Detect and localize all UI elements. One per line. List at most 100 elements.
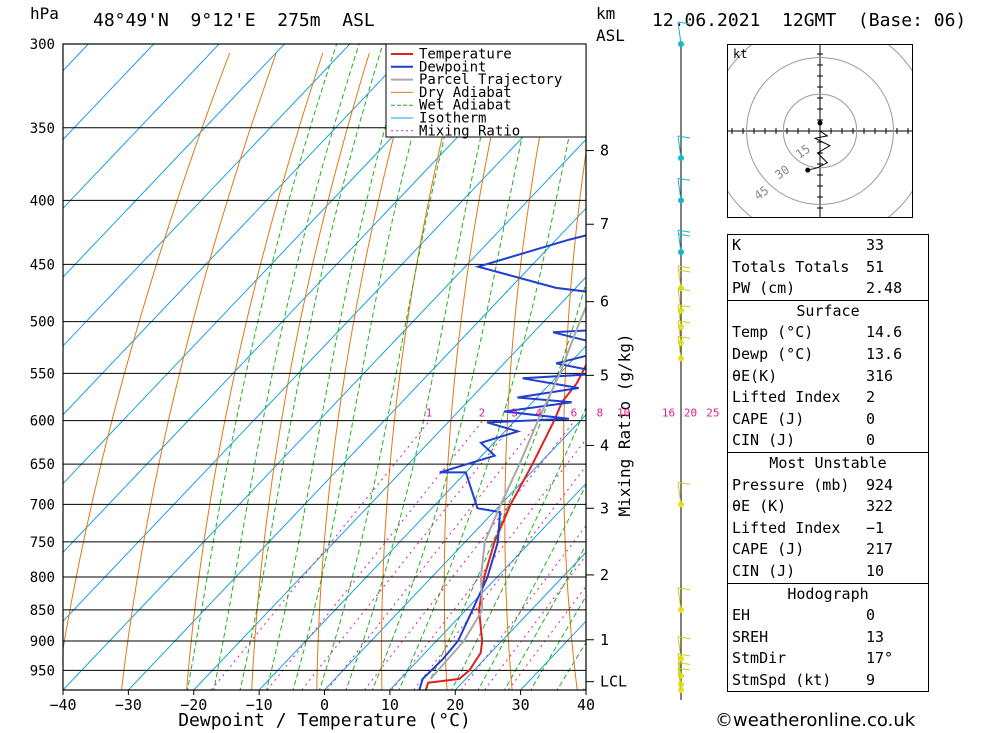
x-tick-label: 20 xyxy=(446,696,464,714)
dry-adiabat-line xyxy=(443,52,510,690)
wind-barb-flag xyxy=(677,667,691,671)
parcel-trajectory-line xyxy=(429,304,586,680)
dry-adiabat-line xyxy=(121,52,277,690)
index-label: Totals Totals xyxy=(732,257,850,276)
isotherm-line xyxy=(324,414,586,690)
legend-entry: Dry Adiabat xyxy=(419,85,512,101)
wind-barb xyxy=(677,265,682,289)
wind-barb-flag xyxy=(678,269,691,273)
wet-adiabat-line xyxy=(424,281,586,690)
hodograph-end-dot xyxy=(805,167,811,173)
legend-entry: Wet Adiabat xyxy=(419,98,512,114)
hodograph-start-dot xyxy=(817,120,823,126)
x-tick-label: 40 xyxy=(577,696,595,714)
wind-barb xyxy=(677,662,682,685)
isotherm-line xyxy=(63,44,481,485)
dry-adiabat-line xyxy=(316,52,417,690)
mixing-ratio-line xyxy=(210,420,431,690)
temperature-line xyxy=(424,362,586,690)
x-tick-label: 10 xyxy=(381,696,399,714)
index-row: Lifted Index 2 xyxy=(728,387,928,409)
height-tick-label: 8 xyxy=(600,142,609,160)
wind-barb xyxy=(677,636,682,659)
pressure-tick-label: 350 xyxy=(30,121,55,137)
hodograph-unit-label: kt xyxy=(733,47,747,61)
wind-barb-flag xyxy=(677,653,691,657)
legend-entry: Isotherm xyxy=(419,111,486,127)
surface-title: Surface xyxy=(728,299,928,323)
pressure-tick-label: 650 xyxy=(30,457,55,473)
wind-barb xyxy=(677,336,682,359)
hpa-unit-label: hPa xyxy=(30,4,59,23)
pressure-tick-label: 800 xyxy=(30,570,55,586)
mixing-ratio-label: 2 xyxy=(479,407,486,420)
index-label: CIN (J) xyxy=(732,561,796,580)
index-value: 10 xyxy=(866,561,885,580)
index-value: 0 xyxy=(866,431,876,450)
index-row: θE (K) 322 xyxy=(728,496,928,518)
hodograph-indices: EH 0 SREH 13 StmDir 17° StmSpd (kt) 9 xyxy=(728,605,928,691)
index-value: 322 xyxy=(866,497,894,516)
wind-barb-flag xyxy=(677,587,691,591)
height-tick-label: 6 xyxy=(600,293,609,311)
pressure-tick-label: 750 xyxy=(30,535,55,551)
index-label: θE(K) xyxy=(732,366,778,385)
index-row: StmDir 17° xyxy=(728,648,928,670)
hodograph-ring-label: 15 xyxy=(793,142,813,162)
wind-barb xyxy=(677,320,682,343)
height-tick-label: 4 xyxy=(600,436,609,454)
wind-barb xyxy=(677,21,682,45)
x-tick-label: −30 xyxy=(115,696,142,714)
wet-adiabat-line xyxy=(371,44,543,690)
dry-adiabat-lines xyxy=(63,52,1000,690)
mixing-ratio-label: 4 xyxy=(535,407,542,420)
mixing-ratio-lines xyxy=(210,420,586,690)
height-tick-label: 5 xyxy=(600,366,609,384)
mixing-ratio-axis-label: Mixing Ratio (g/kg) xyxy=(615,333,634,516)
isotherm-line xyxy=(193,276,586,690)
wind-barb-flag xyxy=(677,481,691,485)
x-tick-label: −20 xyxy=(180,696,207,714)
wind-barb xyxy=(677,304,682,328)
index-row: Pressure (mb) 924 xyxy=(728,475,928,497)
wind-barb-flag xyxy=(677,265,691,269)
wind-barb-flag xyxy=(677,229,691,233)
index-row: PW (cm) 2.48 xyxy=(728,278,928,300)
height-tick-label: 7 xyxy=(600,215,609,233)
location-label: 48°49'N 9°12'E 275m ASL xyxy=(93,10,375,31)
isotherm-line xyxy=(63,44,547,554)
x-tick-label: 30 xyxy=(512,696,530,714)
dry-adiabat-line xyxy=(251,52,370,690)
isotherm-line xyxy=(63,44,155,141)
wind-barb xyxy=(677,135,682,159)
wet-adiabat-line xyxy=(398,52,586,690)
dry-adiabat-line xyxy=(186,52,324,690)
wind-barb-flag xyxy=(677,177,691,181)
legend-entry: Parcel Trajectory xyxy=(419,72,562,88)
most-unstable-indices: Pressure (mb) 924 θE (K) 322 Lifted Index −1 C… xyxy=(728,475,928,583)
hodograph-ring xyxy=(782,93,858,169)
index-value: 33 xyxy=(866,236,885,254)
wet-adiabat-line xyxy=(239,44,384,690)
index-value: 0 xyxy=(866,606,876,625)
isotherm-line xyxy=(128,207,586,690)
index-label: CAPE (J) xyxy=(732,540,805,559)
plot-frame xyxy=(62,43,587,691)
dry-adiabat-line xyxy=(504,52,557,690)
isotherm-line xyxy=(63,44,351,347)
mixing-ratio-label: 16 xyxy=(662,407,675,420)
index-value: 2 xyxy=(866,388,876,407)
index-row: StmSpd (kt) 9 xyxy=(728,670,928,692)
index-row: Temp (°C) 14.6 xyxy=(728,322,928,344)
wet-adiabat-line xyxy=(318,44,468,690)
isotherm-line xyxy=(389,482,586,690)
wet-adiabat-line xyxy=(186,44,338,690)
wind-barb xyxy=(677,178,682,201)
index-value: 2.48 xyxy=(866,279,903,298)
dry-adiabat-line xyxy=(928,53,1000,690)
index-row: K 33 xyxy=(728,235,928,257)
wet-adiabat-line xyxy=(265,44,409,690)
wet-adiabat-line xyxy=(213,44,360,690)
